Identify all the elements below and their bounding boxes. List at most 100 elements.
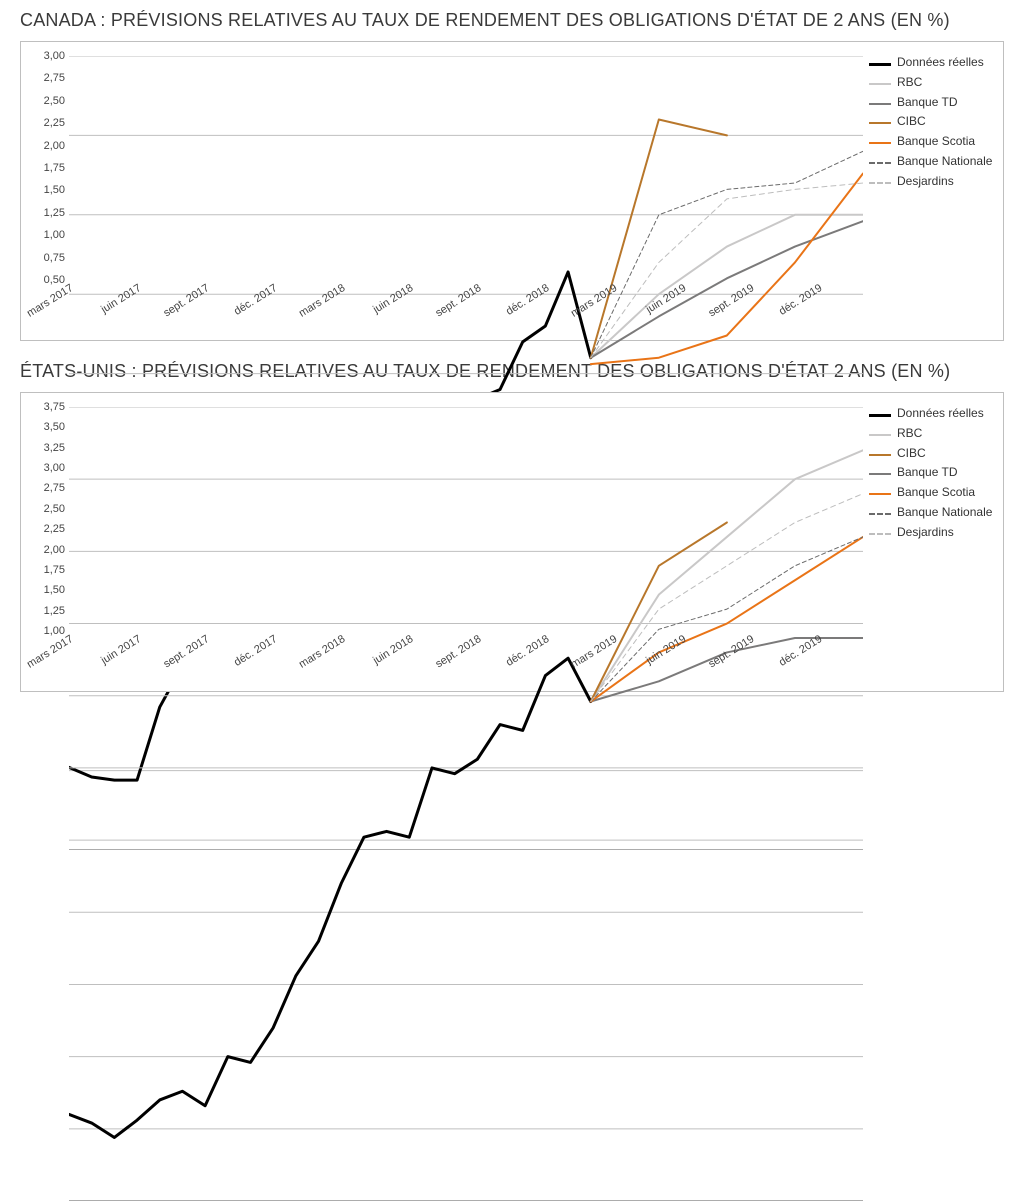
legend-swatch	[869, 434, 891, 436]
y-tick-label: 1,25	[44, 207, 65, 219]
legend-label: Banque Scotia	[897, 486, 993, 500]
y-tick-label: 2,75	[44, 72, 65, 84]
x-tick-label: juin 2018	[371, 282, 415, 316]
x-axis: mars 2017juin 2017sept. 2017déc. 2017mar…	[69, 280, 863, 330]
x-axis: mars 2017juin 2017sept. 2017déc. 2017mar…	[69, 631, 863, 681]
legend-label: CIBC	[897, 447, 993, 461]
chart-svg	[69, 407, 863, 1201]
x-tick-label: juin 2019	[644, 282, 688, 316]
x-tick-label: déc. 2017	[232, 282, 279, 318]
y-tick-label: 2,25	[44, 117, 65, 129]
legend-label: Desjardins	[897, 175, 993, 189]
y-tick-label: 2,00	[44, 544, 65, 556]
y-tick-label: 1,75	[44, 564, 65, 576]
x-tick-label: déc. 2018	[504, 633, 551, 669]
legend-swatch	[869, 83, 891, 85]
y-tick-label: 3,00	[44, 50, 65, 62]
y-tick-label: 1,00	[44, 625, 65, 637]
x-tick-label: sept. 2018	[434, 633, 484, 670]
x-tick-label: déc. 2017	[232, 633, 279, 669]
chart-canada: CANADA : PRÉVISIONS RELATIVES AU TAUX DE…	[20, 10, 1004, 341]
legend-label: Banque TD	[897, 96, 993, 110]
x-tick-label: sept. 2017	[162, 282, 212, 319]
legend-label: CIBC	[897, 115, 993, 129]
legend-item-actual: Données réelles	[869, 56, 993, 70]
chart-title: CANADA : PRÉVISIONS RELATIVES AU TAUX DE…	[20, 10, 1004, 31]
series-actual	[69, 658, 591, 1137]
legend-label: Banque Scotia	[897, 135, 993, 149]
y-axis: 1,001,251,501,752,002,252,502,753,003,25…	[31, 407, 69, 631]
y-tick-label: 3,00	[44, 462, 65, 474]
legend-item-cibc: CIBC	[869, 115, 993, 129]
y-tick-label: 2,75	[44, 482, 65, 494]
legend-label: Banque Nationale	[897, 506, 993, 520]
plot-area: 1,001,251,501,752,002,252,502,753,003,25…	[31, 407, 863, 681]
legend-label: RBC	[897, 76, 993, 90]
legend-item-actual: Données réelles	[869, 407, 993, 421]
y-tick-label: 3,75	[44, 401, 65, 413]
legend-item-desj: Desjardins	[869, 526, 993, 540]
x-tick-label: mars 2018	[297, 282, 347, 320]
x-tick-label: déc. 2019	[777, 633, 824, 669]
y-tick-label: 3,25	[44, 442, 65, 454]
x-tick-label: déc. 2019	[777, 282, 824, 318]
x-tick-label: mars 2018	[297, 633, 347, 671]
y-tick-label: 3,50	[44, 421, 65, 433]
legend-item-scotia: Banque Scotia	[869, 486, 993, 500]
y-tick-label: 1,50	[44, 184, 65, 196]
x-tick-label: sept. 2018	[434, 282, 484, 319]
legend-label: Banque TD	[897, 466, 993, 480]
x-tick-label: mars 2019	[569, 282, 619, 320]
y-axis: 0,500,751,001,251,501,752,002,252,502,75…	[31, 56, 69, 280]
x-tick-label: déc. 2018	[504, 282, 551, 318]
y-tick-label: 1,75	[44, 162, 65, 174]
legend-item-bn: Banque Nationale	[869, 155, 993, 169]
legend-swatch	[869, 63, 891, 66]
y-tick-label: 2,25	[44, 523, 65, 535]
y-tick-label: 2,50	[44, 503, 65, 515]
legend-swatch	[869, 533, 891, 535]
legend-label: Données réelles	[897, 407, 993, 421]
x-tick-label: mars 2017	[25, 282, 75, 320]
legend-item-cibc: CIBC	[869, 447, 993, 461]
plot-area: 0,50 0,75 1,00 1,25 1,50 1,75 2,00 2,25 2,50 2,75…	[31, 56, 863, 330]
legend-swatch	[869, 103, 891, 105]
series-desj	[591, 183, 863, 358]
legend-swatch	[869, 162, 891, 164]
x-tick-label: mars 2019	[569, 633, 619, 671]
x-tick-label: sept. 2017	[162, 633, 212, 670]
legend-item-scotia: Banque Scotia	[869, 135, 993, 149]
chart-frame: 1,001,251,501,752,002,252,502,753,003,25…	[20, 392, 1004, 692]
legend-swatch	[869, 414, 891, 417]
legend-swatch	[869, 182, 891, 184]
y-tick-label: 0,50	[44, 274, 65, 286]
legend-label: Desjardins	[897, 526, 993, 540]
legend-label: Banque Nationale	[897, 155, 993, 169]
y-tick-label: 0,75	[44, 252, 65, 264]
legend-item-rbc: RBC	[869, 76, 993, 90]
legend-label: Données réelles	[897, 56, 993, 70]
legend-item-td: Banque TD	[869, 466, 993, 480]
y-tick-label: 1,50	[44, 584, 65, 596]
legend-label: RBC	[897, 427, 993, 441]
legend-item-bn: Banque Nationale	[869, 506, 993, 520]
legend: Données réelles RBC Banque TD CIBC Banque Sc…	[863, 56, 993, 330]
legend: Données réelles RBC CIBC Banque TD Banque Sc…	[863, 407, 993, 681]
series-scotia	[591, 174, 863, 365]
legend-swatch	[869, 142, 891, 144]
legend-swatch	[869, 513, 891, 515]
x-tick-label: juin 2018	[371, 633, 415, 667]
legend-item-desj: Desjardins	[869, 175, 993, 189]
x-tick-label: mars 2017	[25, 633, 75, 671]
x-tick-label: juin 2019	[644, 633, 688, 667]
y-tick-label: 1,00	[44, 229, 65, 241]
chart-us: ÉTATS-UNIS : PRÉVISIONS RELATIVES AU TAU…	[20, 361, 1004, 692]
x-tick-label: juin 2017	[99, 633, 143, 667]
y-tick-label: 2,00	[44, 140, 65, 152]
legend-item-td: Banque TD	[869, 96, 993, 110]
y-tick-label: 2,50	[44, 95, 65, 107]
x-tick-label: sept. 2019	[706, 282, 756, 319]
legend-item-rbc: RBC	[869, 427, 993, 441]
x-tick-label: sept. 2019	[706, 633, 756, 670]
legend-swatch	[869, 493, 891, 495]
